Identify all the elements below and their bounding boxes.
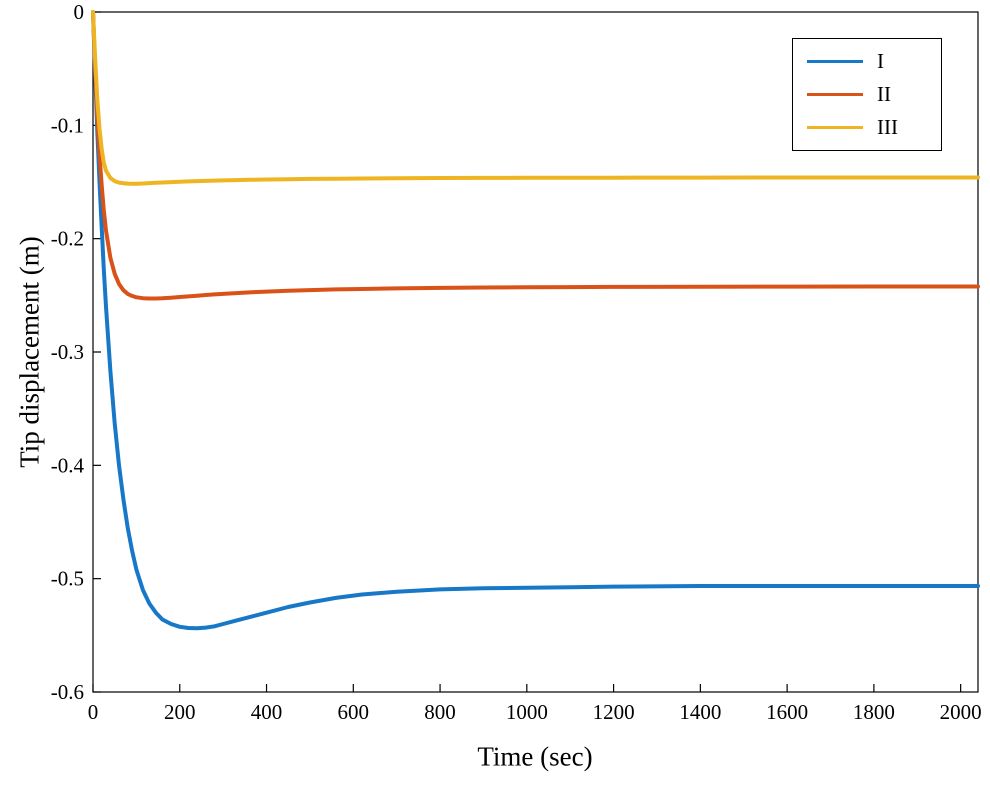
x-tick-label: 400 (251, 700, 283, 724)
legend-item-I: I (793, 45, 941, 78)
y-tick-label: -0.4 (51, 453, 85, 477)
x-tick-label: 1200 (593, 700, 635, 724)
x-tick-label: 1000 (506, 700, 548, 724)
y-tick-label: -0.1 (51, 113, 84, 137)
legend: I II III (792, 38, 942, 151)
y-tick-label: -0.2 (51, 227, 84, 251)
x-tick-label: 1600 (766, 700, 808, 724)
legend-label: I (877, 49, 884, 73)
legend-line-sample (807, 93, 863, 96)
series-line-I (91, 10, 980, 631)
x-tick-label: 800 (424, 700, 456, 724)
x-tick-label: 0 (88, 700, 99, 724)
y-tick-label: 0 (74, 0, 85, 24)
x-tick-label: 1400 (679, 700, 721, 724)
x-axis-title: Time (sec) (477, 741, 593, 772)
y-tick-label: -0.3 (51, 340, 84, 364)
legend-item-II: II (793, 78, 941, 111)
legend-label: II (877, 82, 891, 106)
legend-label: III (877, 115, 898, 139)
legend-line-sample (807, 60, 863, 63)
x-tick-label: 600 (338, 700, 370, 724)
series-line-II (91, 10, 980, 301)
legend-line-sample (807, 126, 863, 129)
y-axis-title: Tip displacement (m) (14, 236, 45, 468)
y-tick-label: -0.6 (51, 680, 84, 704)
x-tick-label: 1800 (853, 700, 895, 724)
legend-item-III: III (793, 111, 941, 144)
series-line-III (91, 10, 980, 186)
y-tick-label: -0.5 (51, 567, 84, 591)
x-tick-label: 2000 (940, 700, 982, 724)
x-tick-label: 200 (164, 700, 196, 724)
